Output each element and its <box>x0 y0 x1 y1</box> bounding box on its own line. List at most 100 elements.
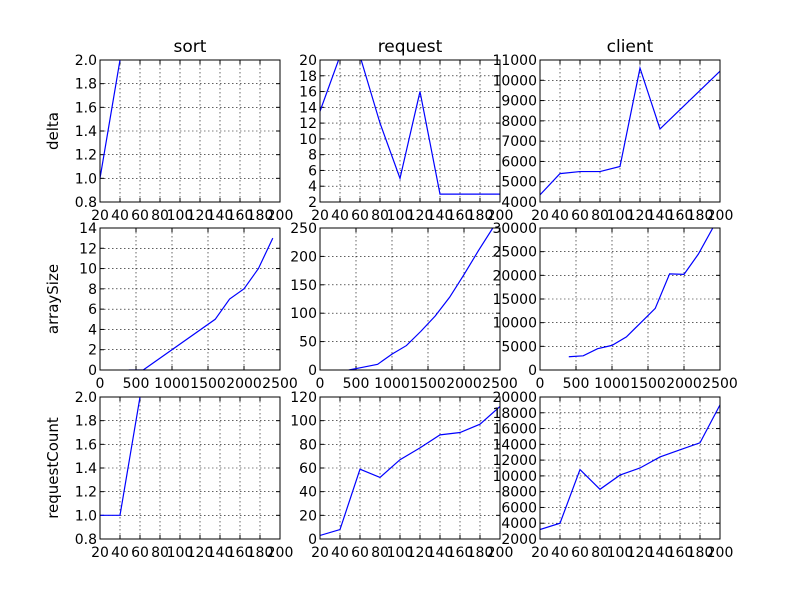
y-tick-label: 10 <box>79 262 97 278</box>
x-tick-label: 500 <box>563 376 590 392</box>
x-tick-label: 80 <box>591 208 609 224</box>
y-tick-label: 0.8 <box>75 195 97 211</box>
y-tick-label: 100 <box>290 414 317 430</box>
x-tick-label: 60 <box>571 545 589 561</box>
x-tick-label: 180 <box>247 545 274 561</box>
x-tick-label: 160 <box>227 208 254 224</box>
y-tick-label: 8000 <box>501 114 537 130</box>
x-tick-label: 60 <box>351 208 369 224</box>
axes-frame <box>99 396 281 540</box>
subplot-1-1: 0 500 1000 1500 2000 2500 0 50 100 150 200 250 <box>290 221 518 392</box>
y-tick-label: 1.0 <box>75 171 97 187</box>
y-tick-label: 16000 <box>492 422 537 438</box>
x-tick-label: 40 <box>111 545 129 561</box>
y-tick-label: 1.6 <box>75 437 97 453</box>
axes-frame <box>319 396 501 540</box>
x-tick-label: 1000 <box>374 376 410 392</box>
x-tick-label: 80 <box>371 545 389 561</box>
x-tick-label: 80 <box>371 208 389 224</box>
y-tick-label: 9000 <box>501 94 537 110</box>
x-tick-label: 200 <box>267 545 294 561</box>
y-tick-label: 25000 <box>492 245 537 261</box>
x-tick-label: 60 <box>131 208 149 224</box>
subplot-title: request <box>378 37 443 57</box>
x-tick-label: 20 <box>531 208 549 224</box>
x-tick-label: 60 <box>351 545 369 561</box>
y-axis-label: delta <box>44 112 62 150</box>
x-tick-label: 120 <box>187 545 214 561</box>
x-tick-label: 100 <box>387 545 414 561</box>
y-tick-label: 120 <box>290 390 317 406</box>
y-tick-label: 1.0 <box>75 508 97 524</box>
x-tick-label: 500 <box>343 376 370 392</box>
x-tick-label: 0 <box>316 376 325 392</box>
x-tick-label: 120 <box>407 545 434 561</box>
x-tick-label: 200 <box>267 208 294 224</box>
x-tick-label: 0 <box>96 376 105 392</box>
y-tick-label: 0 <box>88 363 97 379</box>
subplot-1-2: 0 500 1000 1500 2000 250005000100001500020000… <box>492 221 737 392</box>
y-tick-label: 200 <box>290 249 317 265</box>
axes-frame <box>539 227 721 371</box>
axes-frame <box>539 396 721 540</box>
y-tick-label: 5000 <box>501 339 537 355</box>
x-tick-label: 140 <box>207 545 234 561</box>
series-line <box>348 228 494 370</box>
y-tick-label: 4 <box>308 179 317 195</box>
x-tick-label: 1500 <box>190 376 226 392</box>
x-tick-label: 40 <box>551 208 569 224</box>
x-tick-label: 140 <box>207 208 234 224</box>
x-tick-label: 20 <box>91 208 109 224</box>
series-line <box>128 237 274 370</box>
y-tick-label: 0 <box>308 363 317 379</box>
x-tick-label: 120 <box>627 208 654 224</box>
y-tick-label: 14 <box>299 100 317 116</box>
y-tick-label: 14 <box>79 221 97 237</box>
y-tick-label: 50 <box>299 335 317 351</box>
axes-frame <box>99 227 281 371</box>
y-tick-label: 12000 <box>492 453 537 469</box>
axes-frame <box>319 227 501 371</box>
y-tick-label: 2 <box>88 343 97 359</box>
y-tick-label: 4 <box>88 322 97 338</box>
y-tick-label: 80 <box>299 437 317 453</box>
x-tick-label: 40 <box>331 545 349 561</box>
x-tick-label: 2000 <box>226 376 262 392</box>
x-tick-label: 200 <box>487 208 514 224</box>
series-line <box>100 397 141 516</box>
y-tick-label: 4000 <box>501 195 537 211</box>
x-tick-label: 2000 <box>446 376 482 392</box>
series-line <box>320 406 500 537</box>
x-tick-label: 200 <box>707 208 734 224</box>
x-tick-label: 20 <box>311 208 329 224</box>
series-line <box>540 65 720 196</box>
x-tick-label: 100 <box>167 545 194 561</box>
x-tick-label: 120 <box>627 545 654 561</box>
y-tick-label: 0 <box>528 363 537 379</box>
y-tick-label: 1.8 <box>75 77 97 93</box>
series-line <box>320 60 500 195</box>
x-tick-label: 80 <box>151 545 169 561</box>
subplot-1-0: 0 500 1000 1500 2000 2500 0 2 4 6 8 10 12 14 arraySize <box>44 221 298 392</box>
axes-frame <box>319 59 501 203</box>
y-tick-label: 1.8 <box>75 414 97 430</box>
x-tick-label: 40 <box>331 208 349 224</box>
y-tick-label: 11000 <box>492 53 537 69</box>
x-tick-label: 140 <box>647 545 674 561</box>
y-tick-label: 60 <box>299 461 317 477</box>
x-tick-label: 100 <box>167 208 194 224</box>
x-tick-label: 1000 <box>594 376 630 392</box>
y-axis-label: requestCount <box>44 417 62 519</box>
y-tick-label: 1.2 <box>75 485 97 501</box>
y-tick-label: 2.0 <box>75 53 97 69</box>
y-tick-label: 16 <box>299 85 317 101</box>
y-tick-label: 1.4 <box>75 124 97 140</box>
y-tick-label: 7000 <box>501 134 537 150</box>
series-line <box>540 404 720 531</box>
x-tick-label: 60 <box>131 545 149 561</box>
y-tick-label: 10000 <box>492 316 537 332</box>
y-tick-label: 10000 <box>492 73 537 89</box>
y-tick-label: 5000 <box>501 175 537 191</box>
y-tick-label: 2000 <box>501 532 537 548</box>
